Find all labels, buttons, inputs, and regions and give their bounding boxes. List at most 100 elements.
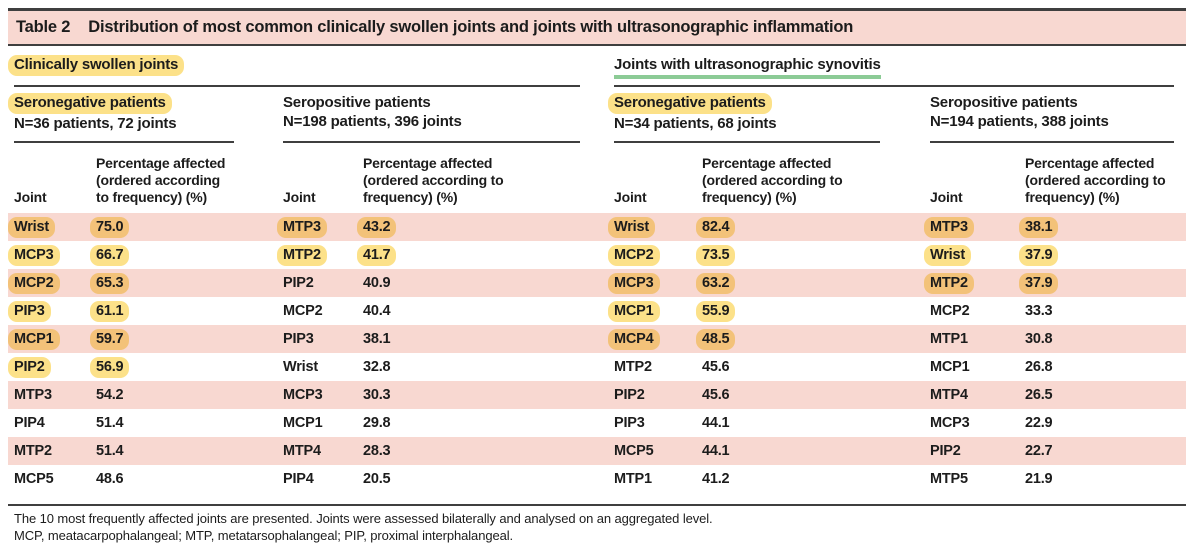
joint-cell: MTP1 bbox=[930, 331, 968, 347]
subheader-row: Seronegative patients N=36 patients, 72 … bbox=[8, 87, 1186, 143]
joint-cell: MCP2 bbox=[283, 303, 323, 319]
highlight: MCP1 bbox=[8, 328, 60, 350]
percentage-cell: 41.2 bbox=[702, 471, 730, 487]
joint-cell: MTP3 bbox=[14, 387, 52, 403]
percentage-cell: 20.5 bbox=[363, 471, 391, 487]
subheader-title: Seropositive patients bbox=[930, 94, 1078, 111]
highlight: 63.2 bbox=[696, 272, 736, 294]
highlight: Wrist bbox=[8, 216, 55, 238]
joint-cell: Wrist bbox=[8, 216, 96, 238]
joint-cell: MTP4 bbox=[930, 387, 968, 403]
column-header-row: Joint Percentage affected (ordered accor… bbox=[8, 143, 1186, 213]
highlight: 48.5 bbox=[696, 328, 736, 350]
percentage-cell: 66.7 bbox=[90, 244, 234, 266]
table-row: MCP3 66.7 MTP2 41.7 MCP2 73.5 Wrist 37.9 bbox=[8, 241, 1186, 269]
column-header-joint: Joint bbox=[614, 189, 647, 205]
percentage-cell: 73.5 bbox=[696, 244, 880, 266]
percentage-cell: 40.4 bbox=[363, 303, 391, 319]
joint-cell: MTP3 bbox=[277, 216, 363, 238]
highlight: Wrist bbox=[608, 216, 655, 238]
highlight: 82.4 bbox=[696, 216, 736, 238]
joint-cell: MCP3 bbox=[608, 272, 702, 294]
highlight: Wrist bbox=[924, 244, 971, 266]
highlight: 55.9 bbox=[696, 300, 736, 322]
subheader-n: N=36 patients, 72 joints bbox=[14, 115, 177, 132]
joint-cell: MTP3 bbox=[924, 216, 1025, 238]
highlight: MCP1 bbox=[608, 300, 660, 322]
column-header-joint: Joint bbox=[930, 189, 963, 205]
joint-cell: MTP2 bbox=[924, 272, 1025, 294]
joint-cell: MCP5 bbox=[614, 443, 654, 459]
column-header-percentage: Percentage affected (ordered according t… bbox=[1025, 155, 1166, 205]
joint-cell: MCP3 bbox=[8, 244, 96, 266]
joint-cell: MTP2 bbox=[14, 443, 52, 459]
joint-cell: PIP4 bbox=[14, 415, 45, 431]
highlight: MCP2 bbox=[608, 244, 660, 266]
table-row: PIP2 56.9 Wrist 32.8 MTP2 45.6 MCP1 26.8 bbox=[8, 353, 1186, 381]
percentage-cell: 37.9 bbox=[1019, 272, 1186, 294]
joint-cell: PIP3 bbox=[283, 331, 314, 347]
joint-cell: MCP2 bbox=[8, 272, 96, 294]
footnote-line: The 10 most frequently affected joints a… bbox=[14, 511, 713, 526]
joint-cell: MCP2 bbox=[930, 303, 970, 319]
percentage-cell: 82.4 bbox=[696, 216, 880, 238]
percentage-cell: 59.7 bbox=[90, 328, 234, 350]
percentage-cell: 22.7 bbox=[1025, 443, 1053, 459]
percentage-cell: 44.1 bbox=[702, 443, 730, 459]
percentage-cell: 29.8 bbox=[363, 415, 391, 431]
percentage-cell: 37.9 bbox=[1019, 244, 1186, 266]
highlight: 73.5 bbox=[696, 244, 736, 266]
highlight: MTP3 bbox=[277, 216, 327, 238]
joint-cell: Wrist bbox=[608, 216, 702, 238]
highlight: MTP3 bbox=[924, 216, 974, 238]
percentage-cell: 38.1 bbox=[1019, 216, 1186, 238]
joint-cell: PIP3 bbox=[8, 300, 96, 322]
table-title-text: Distribution of most common clinically s… bbox=[88, 18, 854, 36]
percentage-cell: 65.3 bbox=[90, 272, 234, 294]
highlight: 37.9 bbox=[1019, 244, 1059, 266]
percentage-cell: 30.3 bbox=[363, 387, 391, 403]
subheader-clinical-seronegative: Seronegative patients N=36 patients, 72 … bbox=[8, 87, 234, 143]
percentage-cell: 44.1 bbox=[702, 415, 730, 431]
percentage-cell: 41.7 bbox=[357, 244, 580, 266]
percentage-cell: 32.8 bbox=[363, 359, 391, 375]
joint-cell: MCP1 bbox=[608, 300, 702, 322]
percentage-cell: 26.5 bbox=[1025, 387, 1053, 403]
percentage-cell: 38.1 bbox=[363, 331, 391, 347]
group-heading-text: Joints with ultrasonographic synovitis bbox=[614, 55, 881, 79]
percentage-cell: 51.4 bbox=[96, 443, 124, 459]
table-title-bar: Table 2 Distribution of most common clini… bbox=[8, 8, 1186, 46]
highlight: 56.9 bbox=[90, 356, 130, 378]
subheader-clinical-seropositive: Seropositive patients N=198 patients, 39… bbox=[283, 87, 580, 143]
table-row: MTP3 54.2 MCP3 30.3 PIP2 45.6 MTP4 26.5 bbox=[8, 381, 1186, 409]
group-heading-clinically-swollen: Clinically swollen joints bbox=[8, 55, 580, 87]
joint-cell: MTP2 bbox=[614, 359, 652, 375]
group-heading-text: Clinically swollen joints bbox=[8, 55, 185, 76]
percentage-cell: 33.3 bbox=[1025, 303, 1053, 319]
table-2: Table 2 Distribution of most common clini… bbox=[8, 8, 1186, 544]
highlight: 61.1 bbox=[90, 300, 130, 322]
table-row: PIP4 51.4 MCP1 29.8 PIP3 44.1 MCP3 22.9 bbox=[8, 409, 1186, 437]
percentage-cell: 61.1 bbox=[90, 300, 234, 322]
percentage-cell: 43.2 bbox=[357, 216, 580, 238]
joint-cell: MTP2 bbox=[277, 244, 363, 266]
highlight: MCP3 bbox=[608, 272, 660, 294]
column-header-joint: Joint bbox=[14, 189, 47, 205]
percentage-cell: 48.6 bbox=[96, 471, 124, 487]
table-body: Wrist 75.0 MTP3 43.2 Wrist 82.4 MTP3 38.1 MCP3 66… bbox=[8, 213, 1186, 493]
joint-cell: PIP2 bbox=[614, 387, 645, 403]
column-header-percentage: Percentage affected (ordered according t… bbox=[96, 155, 226, 205]
subheader-us-seropositive: Seropositive patients N=194 patients, 38… bbox=[930, 87, 1174, 143]
joint-cell: MCP3 bbox=[283, 387, 323, 403]
percentage-cell: 48.5 bbox=[696, 328, 880, 350]
percentage-cell: 40.9 bbox=[363, 275, 391, 291]
column-header-percentage: Percentage affected (ordered according t… bbox=[363, 155, 504, 205]
highlight: MTP2 bbox=[277, 244, 327, 266]
percentage-cell: 51.4 bbox=[96, 415, 124, 431]
percentage-cell: 56.9 bbox=[90, 356, 234, 378]
percentage-cell: 28.3 bbox=[363, 443, 391, 459]
percentage-cell: 30.8 bbox=[1025, 331, 1053, 347]
column-header-joint: Joint bbox=[283, 189, 316, 205]
highlight: MCP4 bbox=[608, 328, 660, 350]
percentage-cell: 22.9 bbox=[1025, 415, 1053, 431]
